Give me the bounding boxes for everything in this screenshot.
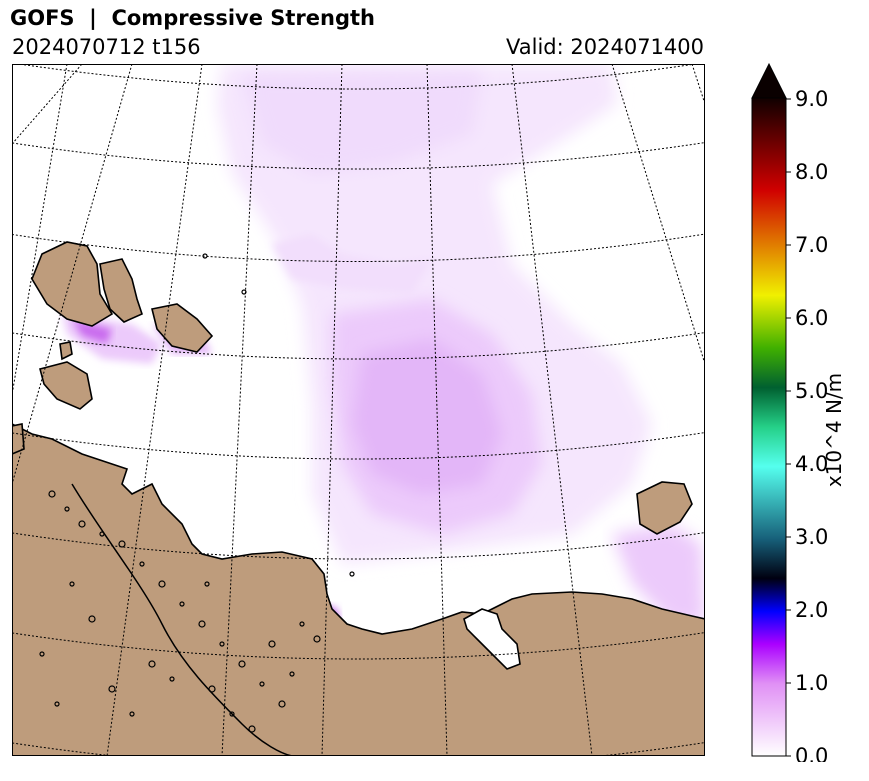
colorbar-tick-0: 0.0: [795, 744, 828, 762]
colorbar-tick-5: 5.0: [795, 379, 828, 403]
map-title: GOFS | Compressive Strength: [10, 6, 375, 30]
colorbar-tick-2: 2.0: [795, 598, 828, 622]
colorbar-tick-7: 7.0: [795, 233, 828, 257]
map-svg: [12, 64, 705, 756]
colorbar: 0.0 1.0 2.0 3.0 4.0 5.0 6.0 7.0 8.0 9.0: [750, 62, 869, 768]
colorbar-tick-3: 3.0: [795, 525, 828, 549]
map-border: [12, 64, 705, 756]
colorbar-tick-1: 1.0: [795, 671, 828, 695]
map-panel[interactable]: [12, 64, 705, 756]
ice-field: [62, 64, 705, 629]
river-line: [71, 483, 293, 756]
valid-label: Valid: 2024071400: [506, 35, 704, 59]
colorbar-tick-8: 8.0: [795, 160, 828, 184]
lake-dots: [39, 253, 355, 733]
colorbar-extend-arrow: [751, 62, 787, 99]
colorbar-ticks: [786, 98, 791, 757]
run-label: 2024070712 t156: [12, 35, 201, 59]
colorbar-unit-label: x10^4 N/m: [822, 372, 846, 488]
colorbar-tick-4: 4.0: [795, 452, 828, 476]
colorbar-gradient: [751, 97, 787, 757]
colorbar-tick-9: 9.0: [795, 87, 828, 111]
landmass: [12, 241, 705, 756]
colorbar-tick-6: 6.0: [795, 306, 828, 330]
graticule: [12, 64, 705, 756]
